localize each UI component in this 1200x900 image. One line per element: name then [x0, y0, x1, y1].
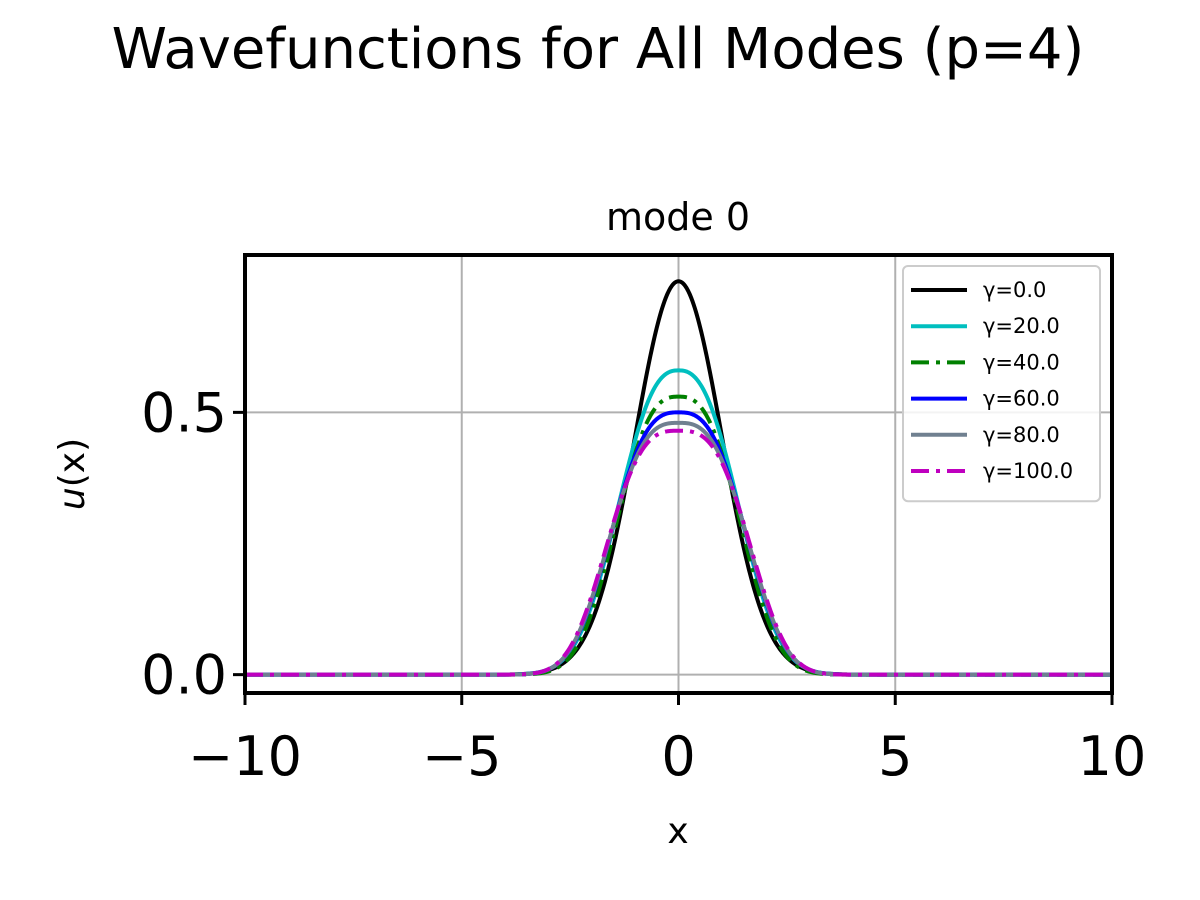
legend-label-3: γ=60.0: [983, 387, 1060, 411]
plot-lines: [245, 279, 1112, 677]
x-axis-label: x: [667, 811, 688, 852]
axis-ticks: −10 −5 0 5 10 0.0 0.5: [141, 381, 1146, 788]
y-tick-label-0: 0.0: [141, 644, 227, 707]
chart-title: mode 0: [606, 195, 750, 239]
y-axis-label-argument: (x): [52, 438, 93, 487]
y-tick-label-1: 0.5: [141, 381, 227, 444]
legend-label-4: γ=80.0: [983, 423, 1060, 447]
legend-label-5: γ=100.0: [983, 459, 1073, 483]
y-axis-label: u(x): [52, 438, 93, 510]
legend-label-2: γ=40.0: [983, 350, 1060, 374]
x-tick-label-2: 0: [661, 725, 695, 788]
x-tick-label-3: 5: [878, 725, 912, 788]
legend: γ=0.0 γ=20.0 γ=40.0 γ=60.0 γ=80.0 γ=100.0: [902, 265, 1101, 503]
y-axis-label-symbol: u: [52, 487, 93, 510]
legend-label-1: γ=20.0: [983, 314, 1060, 338]
x-tick-label-1: −5: [422, 725, 502, 788]
series-line-5: [245, 428, 1112, 677]
x-tick-label-4: 10: [1078, 725, 1147, 788]
x-tick-label-0: −10: [188, 725, 302, 788]
figure-title: Wavefunctions for All Modes (p=4): [112, 17, 1085, 82]
legend-label-0: γ=0.0: [983, 278, 1046, 302]
